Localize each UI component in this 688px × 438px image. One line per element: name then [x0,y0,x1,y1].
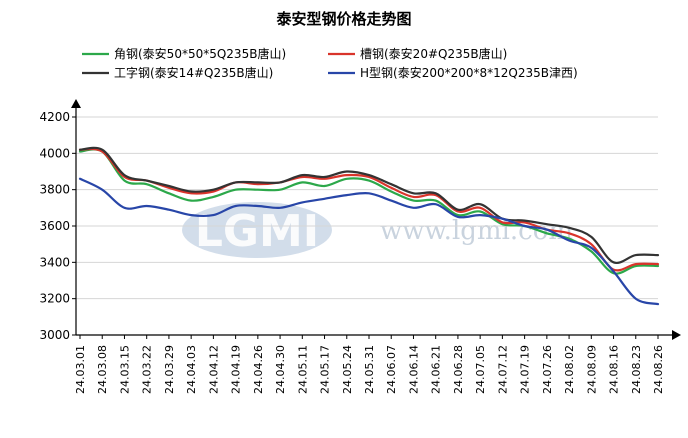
x-tick-label: 24.05.17 [319,345,332,394]
x-tick-label: 24.04.30 [274,345,287,394]
y-tick-label: 3400 [39,255,70,269]
series-line-2 [78,147,660,272]
watermark: LGMI www.lgmi.com [182,202,573,258]
x-tick-label: 24.08.02 [563,345,576,394]
x-tick-label: 24.07.26 [541,345,554,394]
legend-label-4: H型钢(泰安200*200*8*12Q235B津西) [360,65,578,80]
x-tick-label: 24.03.15 [118,345,131,394]
watermark-logo-oval [182,202,332,258]
x-tick-label: 24.03.01 [74,345,87,394]
y-tick-label: 4000 [39,146,70,160]
x-tick-label: 24.08.09 [585,345,598,394]
x-tick-label: 24.04.03 [185,345,198,394]
y-tick-label: 3600 [39,219,70,233]
x-tick-label: 24.08.16 [608,345,621,394]
y-tick-label: 4200 [39,110,70,124]
x-tick-label: 24.06.28 [452,345,465,394]
y-tick-label: 3800 [39,183,70,197]
chart-title: 泰安型钢价格走势图 [276,10,412,28]
x-tick-label: 24.06.14 [407,345,420,394]
y-axis-arrow [71,99,81,108]
y-tick-label: 3200 [39,292,70,306]
x-tick-label: 24.05.11 [296,345,309,394]
axes [71,99,681,340]
x-tick-label: 24.08.26 [652,345,665,394]
series-line-1 [78,148,660,275]
series-layer [78,146,660,306]
x-tick-label: 24.06.07 [385,345,398,394]
legend-label-2: 槽钢(泰安20#Q235B唐山) [360,46,507,61]
x-tick-label: 24.05.24 [341,345,354,394]
x-tick-label: 24.05.31 [363,345,376,394]
series-line-3 [78,146,660,265]
x-tick-label: 24.04.12 [207,345,220,394]
x-tick-label: 24.03.08 [96,345,109,394]
watermark-logo-text: LGMI [195,206,319,257]
legend: 角钢(泰安50*50*5Q235B唐山) 槽钢(泰安20#Q235B唐山) 工字钢(… [82,46,578,80]
x-axis-arrow [672,330,681,340]
x-tick-label: 24.08.23 [630,345,643,394]
x-tick-label: 24.07.19 [519,345,532,394]
watermark-url: www.lgmi.com [380,216,573,246]
x-tick-label: 24.04.19 [230,345,243,394]
legend-label-1: 角钢(泰安50*50*5Q235B唐山) [114,46,286,61]
x-tick-label: 24.03.29 [163,345,176,394]
x-tick-label: 24.07.12 [496,345,509,394]
x-tick-label: 24.04.26 [252,345,265,394]
x-tick-label: 24.06.21 [430,345,443,394]
x-tick-label: 24.07.05 [474,345,487,394]
tick-labels: 3000 3200 3400 3600 3800 4000 4200 24.03.01 24.0… [39,110,665,394]
y-tick-label: 3000 [39,328,70,342]
legend-label-3: 工字钢(泰安14#Q235B唐山) [114,65,273,80]
series-line-4 [78,177,660,306]
x-tick-label: 24.03.22 [141,345,154,394]
